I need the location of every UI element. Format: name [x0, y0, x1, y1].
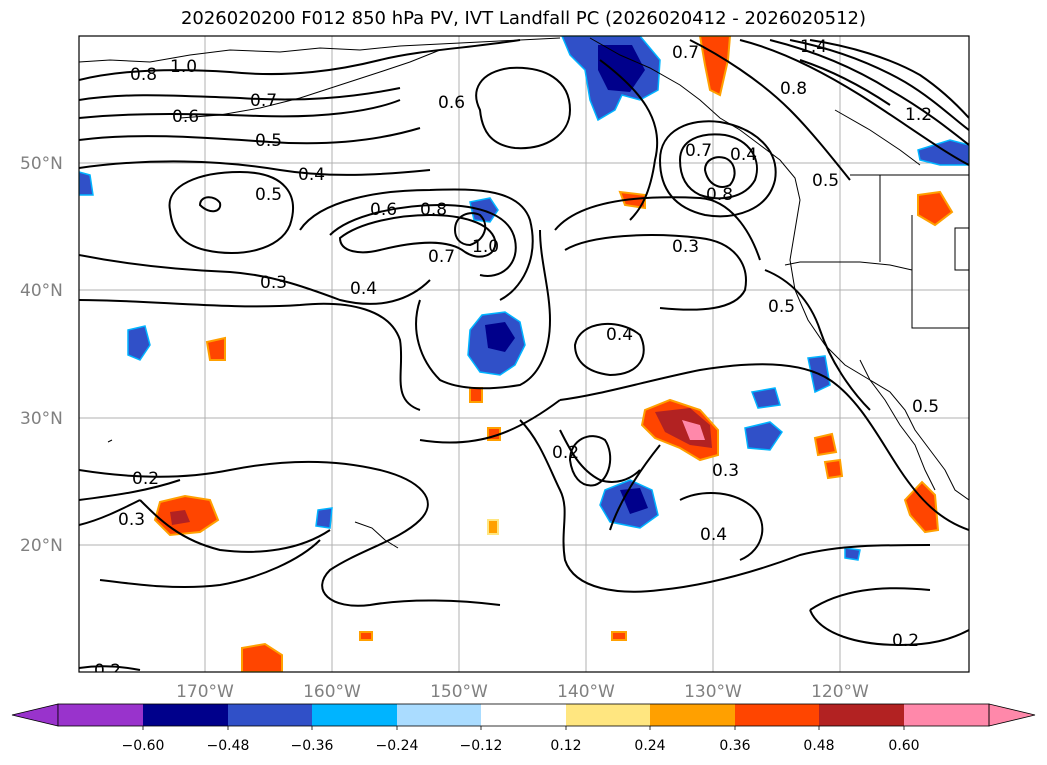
- fill-positive-small-9: [823, 458, 844, 480]
- clabel: 0.3: [712, 461, 739, 481]
- fill-positive-small-1: [813, 432, 838, 457]
- colorbar-tick: 0.48: [803, 738, 834, 754]
- lon-label-140w: 140°W: [557, 682, 615, 702]
- colorbar-tick: 0.12: [550, 738, 581, 754]
- lon-label-160w: 160°W: [303, 682, 361, 702]
- contour-labels: 1.0 0.8 0.7 0.6 0.5 0.5 0.4 0.6 0.8 0.7 …: [94, 37, 939, 681]
- colorbar-segment: [735, 704, 819, 726]
- chart-title: 2026020200 F012 850 hPa PV, IVT Landfall…: [180, 8, 867, 29]
- colorbar-tick: 0.60: [888, 738, 919, 754]
- fill-positive-small-7: [487, 519, 499, 535]
- fill-positive-sw: [241, 642, 283, 672]
- clabel: 0.2: [552, 443, 579, 463]
- colorbar-segment: [143, 704, 228, 726]
- lon-label-170w: 170°W: [176, 682, 234, 702]
- lat-label-40n: 40°N: [20, 281, 63, 301]
- clabel: 0.7: [672, 43, 699, 63]
- lat-label-20n: 20°N: [20, 536, 63, 556]
- clabel: 0.8: [130, 65, 157, 85]
- coastlines: [79, 37, 969, 549]
- colorbar-segment: [650, 704, 735, 726]
- clabel: 1.0: [472, 237, 499, 257]
- clabel: 1.4: [800, 37, 827, 57]
- map-background: [79, 36, 969, 672]
- clabel: 0.4: [606, 325, 633, 345]
- fill-positive-small-6: [611, 631, 627, 641]
- clabel: 0.5: [912, 397, 939, 417]
- lon-label-130w: 130°W: [684, 682, 742, 702]
- colorbar-extend-high: [988, 703, 1036, 727]
- fill-positive-west-core: [170, 510, 190, 525]
- lon-label-150w: 150°W: [430, 682, 488, 702]
- clabel: 0.7: [250, 91, 277, 111]
- fill-negative-tiny: [844, 547, 861, 561]
- lon-label-120w: 120°W: [811, 682, 869, 702]
- colorbar-segment: [819, 704, 904, 726]
- clabel: 1.0: [170, 57, 197, 77]
- colorbar-extend-low: [11, 703, 59, 727]
- clabel: 0.5: [812, 171, 839, 191]
- colorbar-segment: [228, 704, 312, 726]
- clabel: 0.4: [350, 279, 377, 299]
- lat-label-30n: 30°N: [20, 409, 63, 429]
- clabel: 0.2: [132, 469, 159, 489]
- colorbar-tick: 0.36: [719, 738, 750, 754]
- fill-positive-small-2: [469, 387, 483, 403]
- fill-negative-sc-3: [750, 387, 781, 409]
- colorbar-tick: −0.60: [122, 738, 165, 754]
- clabel: 1.2: [905, 105, 932, 125]
- fill-negative-sc-2: [744, 421, 783, 451]
- colorbar-tick: −0.36: [291, 738, 334, 754]
- latitude-labels: 50°N 40°N 30°N 20°N: [20, 154, 63, 556]
- colorbar-segment: [481, 704, 566, 726]
- graticule: [79, 36, 969, 672]
- colorbar-tick: −0.24: [376, 738, 419, 754]
- clabel: 0.4: [298, 165, 325, 185]
- clabel: 0.6: [370, 200, 397, 220]
- fill-positive-nw: [698, 36, 732, 97]
- clabel: 0.8: [420, 200, 447, 220]
- colorbar-segment: [566, 704, 650, 726]
- fill-negative-west: [127, 325, 151, 361]
- clabel: 0.4: [700, 525, 727, 545]
- clabel: 0.3: [260, 273, 287, 293]
- colorbar: −0.60 −0.48 −0.36 −0.24 −0.12 0.12 0.24 …: [11, 703, 1036, 754]
- colorbar-tick: 0.24: [634, 738, 665, 754]
- clabel: 0.6: [172, 107, 199, 127]
- clabel: 0.3: [672, 237, 699, 257]
- fill-positive-e-coast: [903, 480, 940, 534]
- fill-negative-nw-core: [598, 45, 645, 92]
- clabel: 0.8: [706, 185, 733, 205]
- colorbar-segment: [904, 704, 989, 726]
- clabel: 0.7: [685, 141, 712, 161]
- fill-negative-tiny2: [315, 507, 333, 529]
- colorbar-segment: [58, 704, 143, 726]
- clabel: 0.5: [768, 297, 795, 317]
- clabel: 0.8: [780, 79, 807, 99]
- fill-negative-central-core: [485, 322, 515, 352]
- colorbar-segment: [397, 704, 481, 726]
- fill-positive-small-8: [359, 631, 373, 641]
- clabel: 0.4: [730, 145, 757, 165]
- colorbar-tick: −0.48: [207, 738, 250, 754]
- clabel: 0.6: [438, 93, 465, 113]
- longitude-labels: 170°W 160°W 150°W 140°W 130°W 120°W: [176, 682, 869, 702]
- clabel: 0.2: [94, 661, 121, 681]
- fill-positive-central-core: [682, 420, 705, 440]
- colorbar-segment: [312, 704, 397, 726]
- colorbar-tick: −0.12: [460, 738, 503, 754]
- clabel: 0.5: [255, 131, 282, 151]
- clabel: 0.7: [428, 247, 455, 267]
- clabel: 0.3: [118, 510, 145, 530]
- pv-contours: [79, 39, 969, 671]
- map-frame: [78, 35, 970, 673]
- fill-positive-ne: [917, 190, 954, 227]
- fill-negative-far-west: [79, 171, 94, 196]
- lat-label-50n: 50°N: [20, 154, 63, 174]
- clabel: 0.2: [892, 631, 919, 651]
- clabel: 0.5: [255, 185, 282, 205]
- fill-positive-small-3: [205, 336, 226, 361]
